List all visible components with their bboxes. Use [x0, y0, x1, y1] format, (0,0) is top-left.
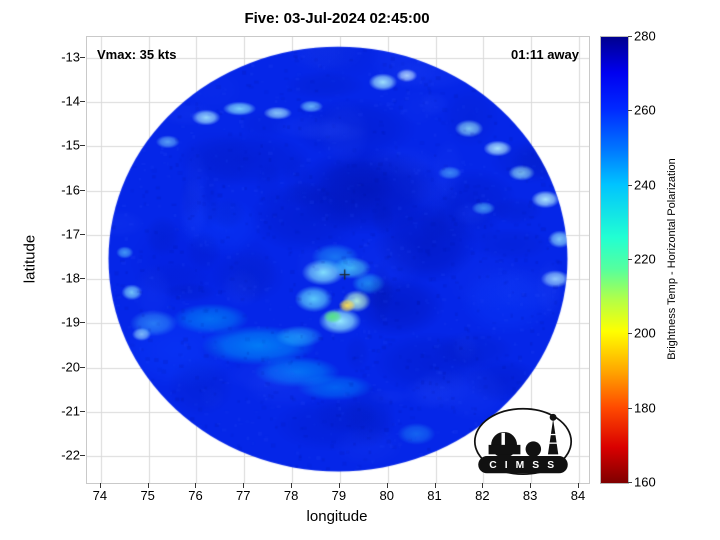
x-tick-label: 78: [283, 488, 299, 503]
x-tick-mark: [243, 483, 244, 488]
vmax-annotation: Vmax: 35 kts: [97, 47, 177, 62]
y-tick-label: -22: [61, 447, 80, 463]
y-tick-mark: [80, 278, 85, 279]
colorbar-tick-label: 200: [634, 325, 656, 341]
x-tick-mark: [339, 483, 340, 488]
x-tick-mark: [387, 483, 388, 488]
y-tick-label: -13: [61, 49, 80, 65]
y-tick-mark: [80, 101, 85, 102]
colorbar-tick-mark: [628, 259, 632, 260]
colorbar-tick-label: 220: [634, 251, 656, 267]
satellite-swath-canvas: [87, 37, 589, 483]
colorbar-tick-mark: [628, 408, 632, 409]
colorbar-tick-mark: [628, 110, 632, 111]
y-tick-mark: [80, 322, 85, 323]
x-tick-mark: [435, 483, 436, 488]
small-dome-icon: [525, 441, 542, 457]
x-tick-mark: [195, 483, 196, 488]
colorbar-tick-label: 180: [634, 400, 656, 416]
tower-beacon: [549, 413, 557, 421]
x-tick-mark: [291, 483, 292, 488]
colorbar-tick-mark: [628, 333, 632, 334]
y-tick-mark: [80, 145, 85, 146]
colorbar-tick-mark: [628, 36, 632, 37]
x-tick-mark: [578, 483, 579, 488]
x-tick-label: 79: [331, 488, 347, 503]
y-axis-label: latitude: [21, 234, 39, 284]
radio-tower-icon: [547, 419, 559, 455]
x-tick-label: 83: [522, 488, 538, 503]
y-tick-label: -20: [61, 359, 80, 375]
y-tick-mark: [80, 455, 85, 456]
y-tick-mark: [80, 411, 85, 412]
logo-band: [478, 456, 568, 474]
cimss-logo: C I M S S: [473, 407, 573, 475]
colorbar-tick-mark: [628, 482, 632, 483]
y-tick-label: -15: [61, 137, 80, 153]
x-tick-label: 82: [475, 488, 490, 503]
y-tick-mark: [80, 190, 85, 191]
colorbar: [600, 36, 629, 484]
y-tick-mark: [80, 367, 85, 368]
x-tick-mark: [148, 483, 149, 488]
x-axis-label: longitude: [306, 508, 368, 525]
plot-area: Vmax: 35 kts 01:11 away C I M S S: [86, 36, 590, 484]
y-tick-label: -14: [61, 93, 80, 109]
colorbar-tick-label: 280: [634, 28, 656, 44]
y-tick-mark: [80, 234, 85, 235]
x-tick-label: 80: [379, 488, 394, 503]
x-tick-label: 75: [140, 488, 155, 503]
y-tick-label: -21: [61, 403, 80, 419]
colorbar-label: Brightness Temp - Horizontal Polarizatio…: [666, 158, 678, 360]
eta-annotation: 01:11 away: [511, 47, 579, 62]
x-tick-label: 77: [236, 488, 251, 503]
x-tick-mark: [530, 483, 531, 488]
y-tick-label: -16: [61, 182, 80, 198]
colorbar-tick-mark: [628, 185, 632, 186]
y-tick-mark: [80, 57, 85, 58]
colorbar-tick-label: 240: [634, 177, 656, 193]
x-tick-label: 74: [92, 488, 108, 503]
x-tick-label: 76: [188, 488, 203, 503]
colorbar-tick-label: 260: [634, 102, 656, 118]
colorbar-tick-label: 160: [634, 474, 656, 490]
dome-slit: [501, 432, 505, 445]
logo-text: C I M S S: [489, 460, 556, 471]
x-tick-label: 84: [570, 488, 586, 503]
y-tick-label: -18: [61, 270, 80, 286]
y-tick-label: -19: [61, 314, 80, 330]
y-tick-label: -17: [61, 226, 80, 242]
x-tick-mark: [100, 483, 101, 488]
x-tick-mark: [482, 483, 483, 488]
x-tick-label: 81: [427, 488, 442, 503]
observatory-base: [488, 444, 521, 455]
chart-title: Five: 03-Jul-2024 02:45:00: [244, 10, 430, 27]
